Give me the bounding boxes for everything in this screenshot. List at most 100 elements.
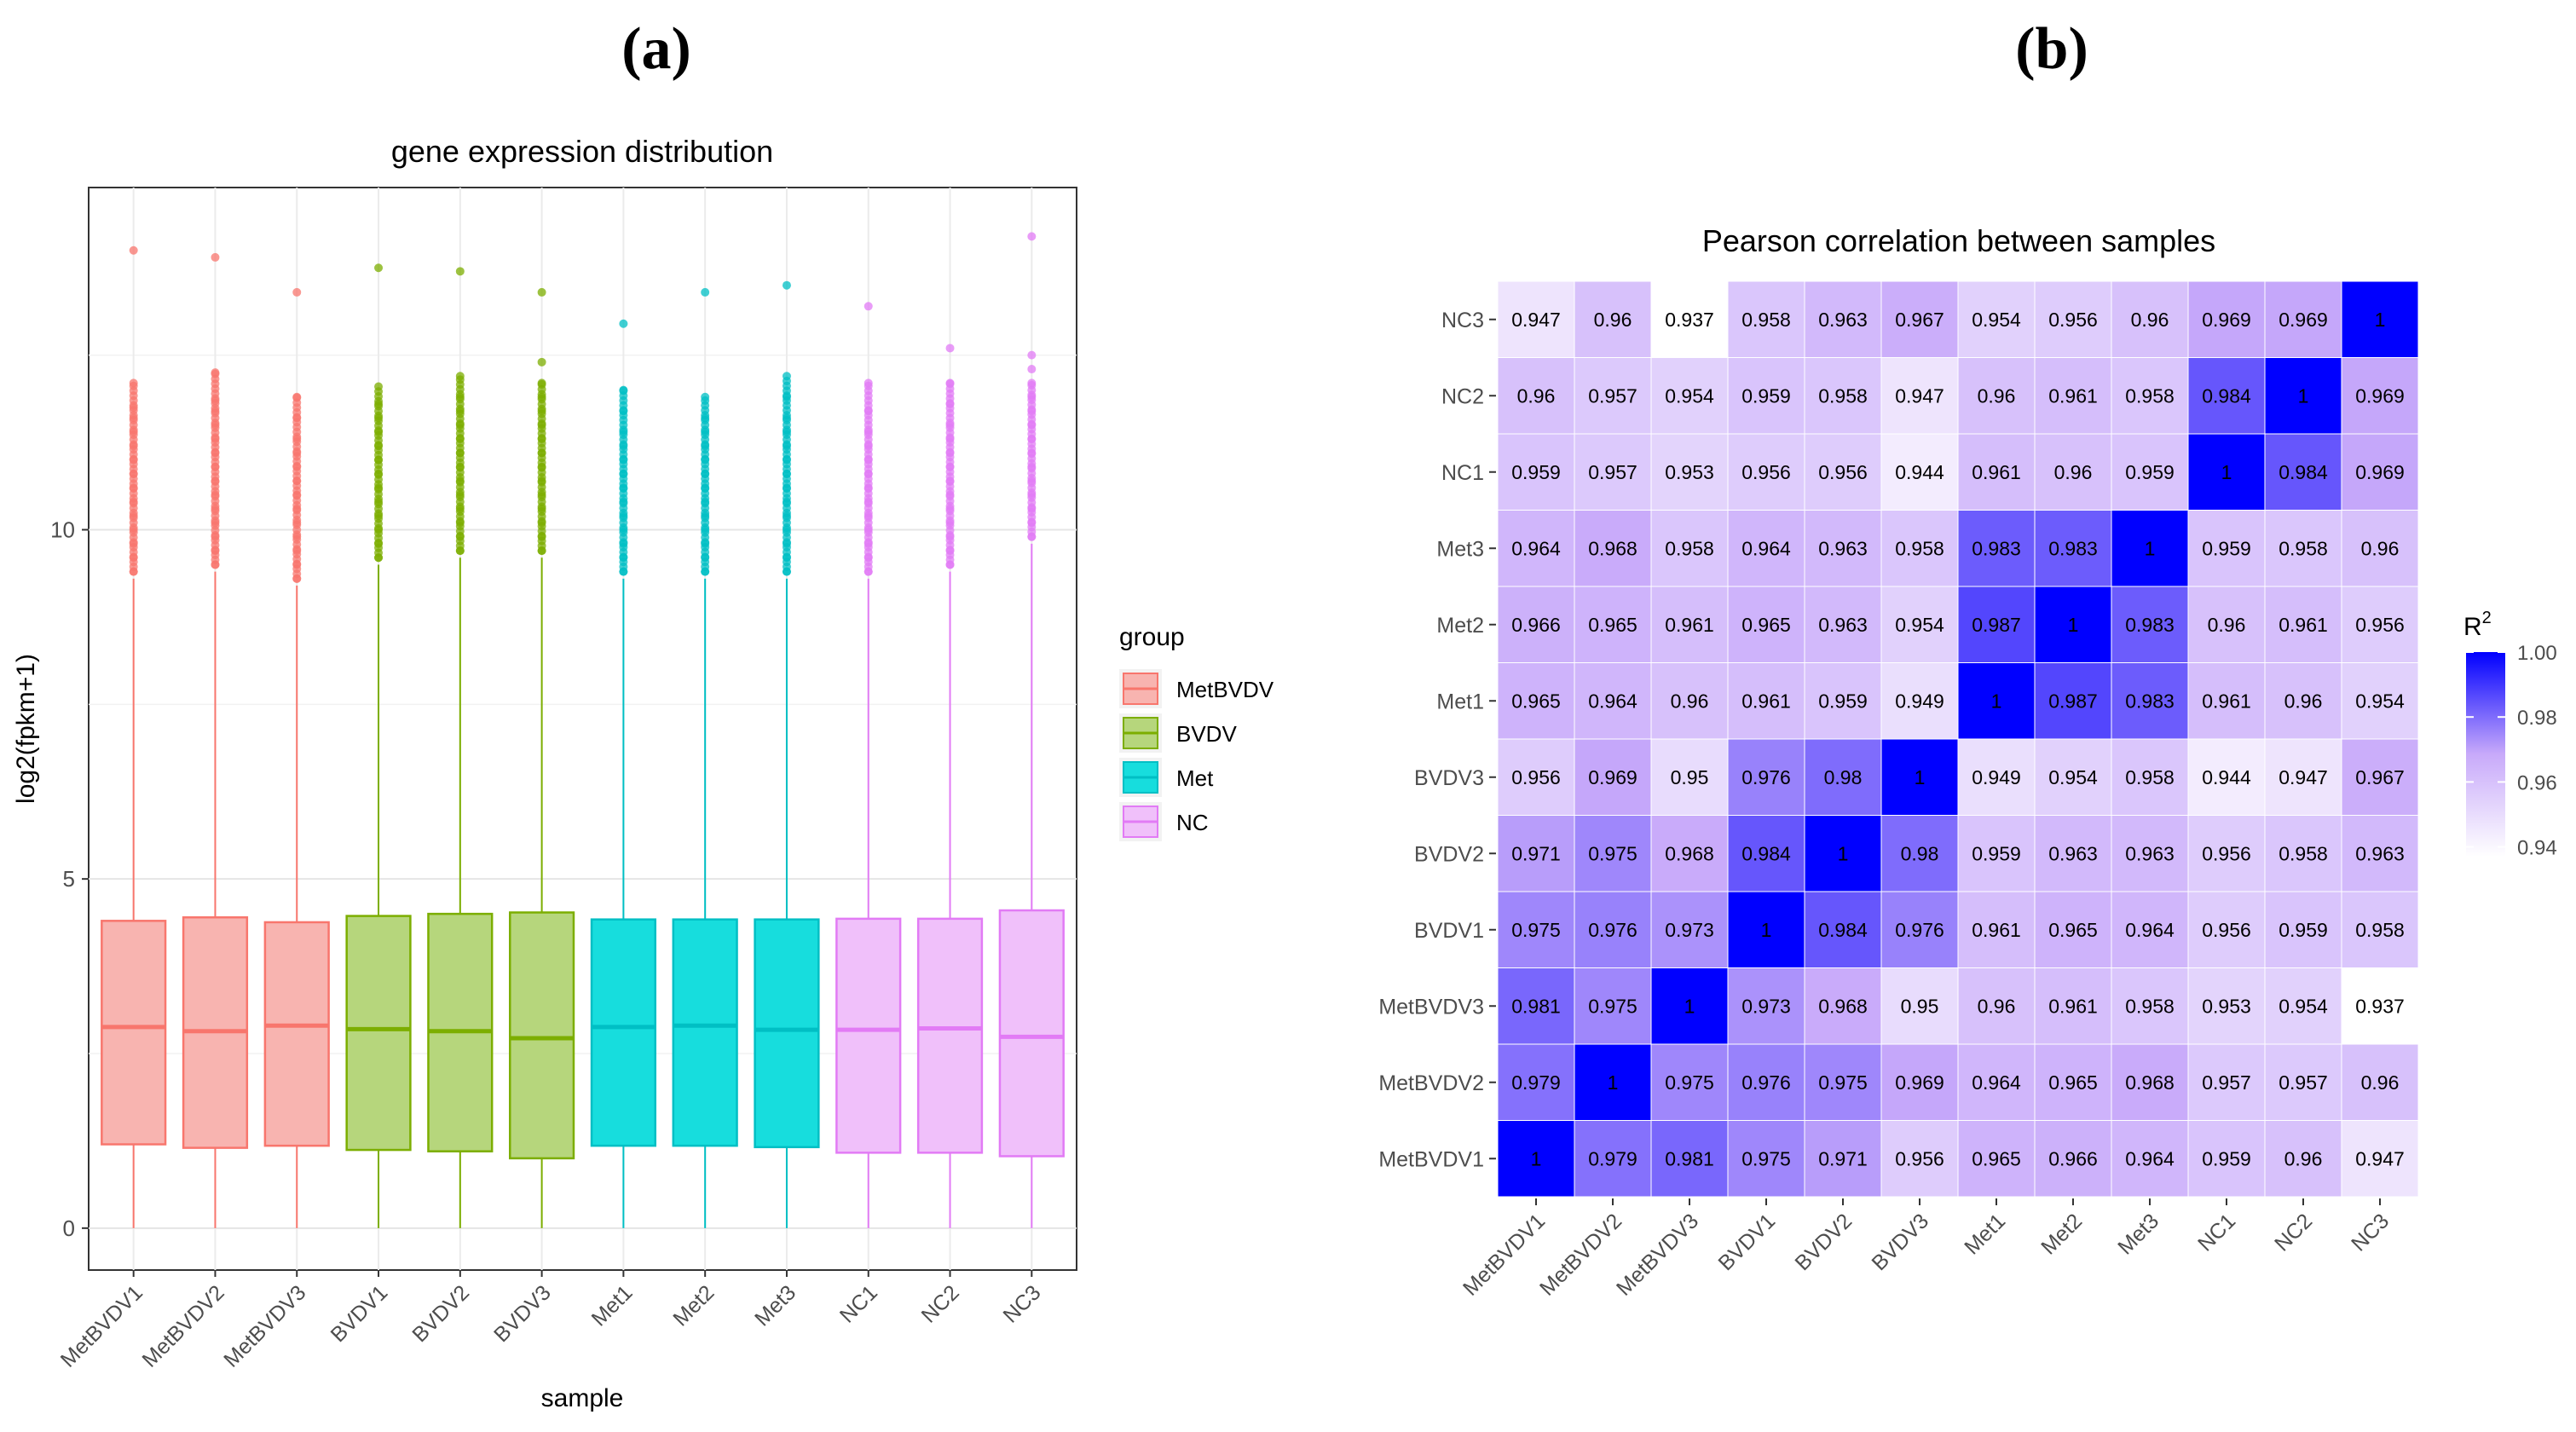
- heatmap-cell: [2264, 1120, 2342, 1198]
- box-NC1: [835, 302, 902, 1228]
- box-Met1: [590, 319, 656, 1228]
- box-iqr: [998, 909, 1065, 1158]
- heatmap-cell-label: 0.96: [1671, 690, 1709, 712]
- heatmap-cell-label: 0.984: [1818, 919, 1868, 941]
- x-tick-label: BVDV2: [1790, 1209, 1857, 1275]
- colorbar-tick-label: 0.96: [2517, 771, 2557, 794]
- heatmap-cell: [1727, 662, 1805, 740]
- heatmap-cell: [1574, 1120, 1652, 1198]
- heatmap-cell: [2034, 662, 2112, 740]
- outlier-point: [455, 375, 465, 384]
- heatmap-cell-label: 0.949: [1895, 690, 1944, 712]
- outlier-point: [701, 396, 710, 405]
- heatmap-cell-label: 0.961: [1972, 919, 2021, 941]
- heatmap-cell-label: 1: [1684, 995, 1695, 1017]
- outlier-point: [292, 287, 302, 297]
- boxplot-y-axis: 0 5 10: [50, 517, 89, 1241]
- heatmap-cell: [2264, 510, 2342, 587]
- y-tick-label: NC1: [1441, 461, 1484, 485]
- y-tick-label: MetBVDV2: [1378, 1071, 1484, 1095]
- x-tick-label: NC3: [2347, 1209, 2394, 1256]
- x-tick-label: Met1: [1960, 1209, 2010, 1259]
- heatmap-cell-label: 0.975: [1588, 995, 1637, 1017]
- heatmap-cell-label: 0.963: [1818, 614, 1868, 636]
- y-tick-label: BVDV1: [1414, 919, 1484, 943]
- heatmap-cell: [2034, 815, 2112, 892]
- heatmap-cell-label: 0.965: [2048, 1071, 2098, 1094]
- heatmap-cell-label: 0.983: [2048, 537, 2098, 559]
- box-Met3: [754, 280, 820, 1228]
- heatmap-cell-label: 0.961: [2048, 995, 2098, 1017]
- colorbar-title-superscript: 2: [2482, 609, 2492, 627]
- heatmap-cell-label: 0.961: [1741, 690, 1791, 712]
- heatmap-cell: [2187, 357, 2266, 435]
- heatmap-cell-label: 0.98: [1824, 766, 1863, 788]
- heatmap-cell: [2034, 280, 2112, 358]
- heatmap-cell-label: 0.963: [2125, 842, 2175, 864]
- heatmap-cell-label: 0.963: [2355, 842, 2405, 864]
- outlier-point: [945, 379, 955, 389]
- heatmap-cell-label: 0.956: [2048, 309, 2098, 331]
- heatmap-cell-label: 1: [2145, 537, 2156, 559]
- boxplot-y-label: log2(fpkm+1): [12, 654, 40, 804]
- heatmap-cell-label: 0.96: [1517, 384, 1556, 407]
- heatmap-cell: [2341, 738, 2419, 816]
- heatmap-cell-label: 0.964: [1588, 690, 1637, 712]
- heatmap-cell-label: 0.953: [2202, 995, 2251, 1017]
- heatmap-cell-label: 0.96: [2284, 1147, 2323, 1169]
- heatmap-cell-label: 0.98: [1901, 842, 1939, 864]
- heatmap-cell: [1650, 586, 1729, 663]
- box-iqr: [263, 921, 330, 1147]
- heatmap-cell-label: 0.954: [1895, 614, 1944, 636]
- heatmap-cell: [2264, 1043, 2342, 1121]
- heatmap-cell-label: 0.975: [1665, 1071, 1714, 1094]
- heatmap-cell: [1880, 357, 1959, 435]
- box-MetBVDV2: [182, 252, 249, 1228]
- heatmap-cell: [1574, 815, 1652, 892]
- heatmap-cell: [1727, 433, 1805, 511]
- heatmap-cell-label: 0.975: [1511, 919, 1561, 941]
- legend-item-NC: NC: [1119, 802, 1209, 841]
- heatmap-cell-label: 0.965: [1588, 614, 1637, 636]
- colorbar: R2 1.00 0.98 0.96 0.94: [2463, 609, 2557, 860]
- heatmap-cell-label: 0.958: [2125, 766, 2175, 788]
- x-tick-label: NC1: [2193, 1209, 2240, 1256]
- heatmap-cell: [2111, 1043, 2189, 1121]
- colorbar-tick-label: 1.00: [2517, 642, 2557, 665]
- heatmap-cell-label: 0.973: [1741, 995, 1791, 1017]
- heatmap-cell-label: 0.956: [1511, 766, 1561, 788]
- heatmap-cell-label: 0.966: [2048, 1147, 2098, 1169]
- outlier-point: [129, 381, 138, 390]
- heatmap-cell: [1804, 815, 1882, 892]
- heatmap-cell-label: 1: [1838, 842, 1849, 864]
- outlier-point: [537, 287, 546, 297]
- heatmap-cell: [2264, 815, 2342, 892]
- heatmap-cell-label: 0.959: [1972, 842, 2021, 864]
- heatmap-cell: [1650, 1120, 1729, 1198]
- heatmap-cell-label: 0.968: [1818, 995, 1868, 1017]
- outlier-point: [619, 386, 628, 396]
- outlier-point: [211, 369, 220, 378]
- heatmap-cell-label: 0.971: [1818, 1147, 1868, 1169]
- heatmap-cell: [1574, 1043, 1652, 1121]
- outlier-point: [1027, 365, 1037, 374]
- heatmap-cell-label: 0.96: [2284, 690, 2323, 712]
- outlier-point: [374, 387, 384, 396]
- colorbar-tick-label: 0.98: [2517, 707, 2557, 730]
- heatmap-cell-label: 0.956: [2202, 919, 2251, 941]
- outlier-point: [455, 267, 465, 276]
- heatmap-cell-label: 1: [1991, 690, 2002, 712]
- heatmap-cell-label: 0.949: [1972, 766, 2021, 788]
- heatmap-cell-label: 0.967: [1895, 309, 1944, 331]
- box-iqr: [835, 917, 902, 1154]
- y-tick-label: 5: [63, 866, 75, 892]
- heatmap-cell-label: 0.968: [1665, 842, 1714, 864]
- box-iqr: [672, 918, 738, 1147]
- heatmap-cell-label: 0.979: [1511, 1071, 1561, 1094]
- box-MetBVDV3: [263, 287, 330, 1228]
- outlier-point: [782, 280, 791, 290]
- x-tick-label: BVDV3: [1867, 1209, 1933, 1275]
- heatmap-cell-label: 0.961: [2279, 614, 2328, 636]
